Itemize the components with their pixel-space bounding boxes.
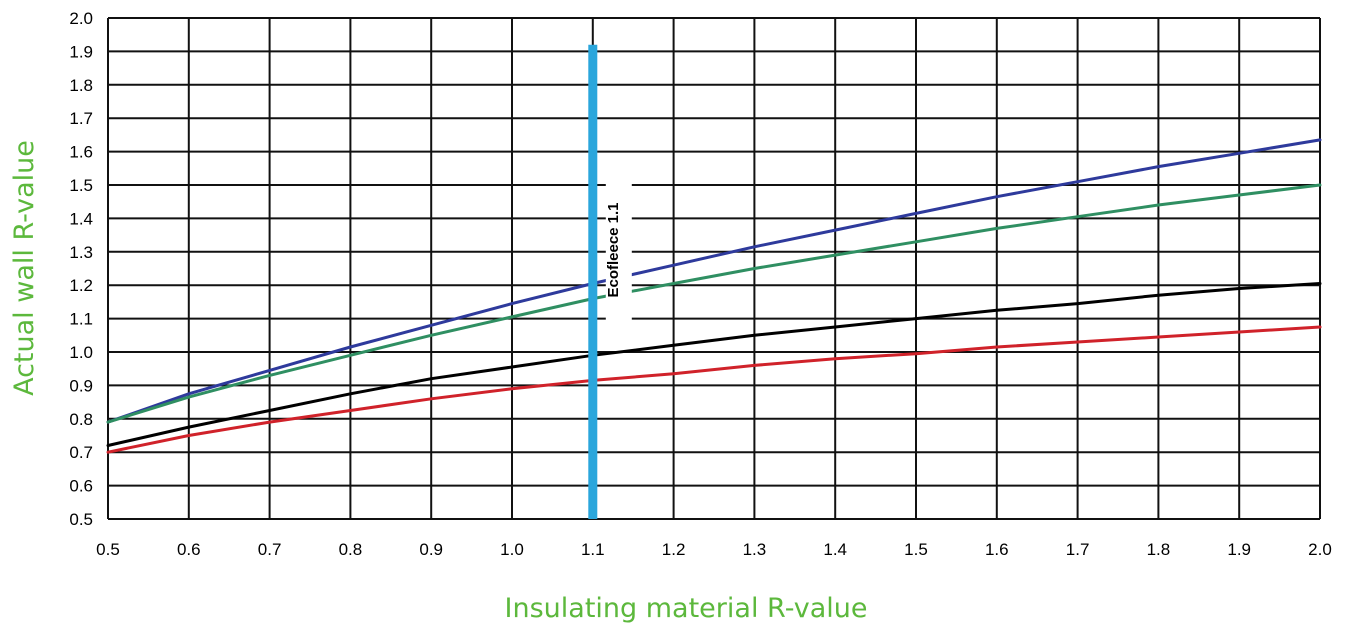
x-tick-label: 1.6: [985, 540, 1009, 559]
x-axis-ticks: 0.5 0.6 0.7 0.8 0.9 1.0 1.1 1.2 1.3 1.4 1.5 1.6 1.7 1…: [96, 540, 1332, 559]
x-tick-label: 0.6: [177, 540, 201, 559]
x-tick-label: 2.0: [1308, 540, 1332, 559]
x-tick-label: 0.7: [258, 540, 282, 559]
x-tick-label: 1.1: [581, 540, 605, 559]
marker-label-background: [605, 182, 632, 324]
y-tick-label: 1.5: [69, 176, 93, 195]
y-tick-label: 1.8: [69, 76, 93, 95]
series-line-4: [106, 325, 1322, 454]
y-tick-label: 2.0: [69, 9, 93, 28]
x-axis-label: Insulating material R-value: [505, 593, 868, 624]
y-tick-label: 1.3: [69, 243, 93, 262]
y-tick-label: 1.7: [69, 109, 93, 128]
y-tick-label: 1.0: [69, 343, 93, 362]
y-axis-label: Actual wall R-value: [9, 140, 40, 396]
series-lines: [106, 138, 1322, 454]
x-tick-label: 1.7: [1066, 540, 1090, 559]
x-tick-label: 1.0: [500, 540, 524, 559]
y-tick-label: 1.9: [69, 42, 93, 61]
series-line-1: [106, 138, 1322, 424]
y-tick-label: 1.1: [69, 310, 93, 329]
x-tick-label: 1.8: [1147, 540, 1171, 559]
y-tick-label: 1.6: [69, 143, 93, 162]
grid: [107, 17, 1321, 520]
y-tick-label: 0.7: [69, 443, 93, 462]
x-tick-label: 0.8: [339, 540, 363, 559]
x-tick-label: 1.4: [823, 540, 847, 559]
y-axis-ticks: 0.5 0.6 0.7 0.8 0.9 1.0 1.1 1.2 1.3 1.4 1.5 1.6 1.7 1…: [69, 9, 93, 529]
y-tick-label: 0.5: [69, 510, 93, 529]
x-tick-label: 1.3: [743, 540, 767, 559]
y-tick-label: 0.9: [69, 376, 93, 395]
marker-group: Ecofleece 1.1: [588, 44, 632, 519]
series-line-2: [106, 183, 1322, 424]
x-tick-label: 1.5: [904, 540, 928, 559]
x-tick-label: 0.9: [419, 540, 443, 559]
y-tick-label: 1.4: [69, 209, 93, 228]
y-tick-label: 0.6: [69, 477, 93, 496]
y-tick-label: 0.8: [69, 410, 93, 429]
series-line-3: [106, 282, 1322, 447]
x-tick-label: 0.5: [96, 540, 120, 559]
marker-label: Ecofleece 1.1: [605, 202, 622, 297]
x-tick-label: 1.9: [1227, 540, 1251, 559]
y-tick-label: 1.2: [69, 276, 93, 295]
x-tick-label: 1.2: [662, 540, 686, 559]
